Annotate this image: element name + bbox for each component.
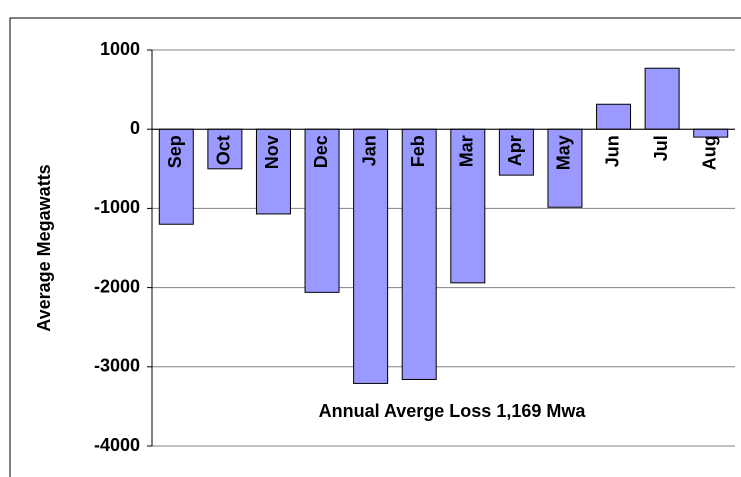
y-tick-label: -2000 (94, 276, 140, 296)
bar (255, 128, 291, 215)
x-tick-label: Dec (311, 135, 331, 168)
annotation: Annual Averge Loss 1,169 Mwa (319, 401, 587, 421)
bar (596, 103, 632, 130)
y-tick-label: -4000 (94, 435, 140, 455)
y-tick-label: 1000 (100, 39, 140, 59)
bar (158, 128, 194, 225)
x-tick-label: Jan (359, 135, 379, 166)
bar (644, 67, 680, 130)
x-tick-label: Oct (214, 135, 234, 165)
x-tick-label: May (554, 135, 574, 170)
x-tick-label: Mar (457, 135, 477, 167)
x-tick-label: Feb (408, 135, 428, 167)
y-tick-label: 0 (130, 118, 140, 138)
x-tick-label: Aug (699, 135, 719, 170)
x-tick-label: Apr (505, 135, 525, 166)
x-tick-label: Sep (165, 135, 185, 168)
x-tick-label: Nov (262, 135, 282, 169)
x-tick-label: Jun (602, 135, 622, 167)
bar (353, 128, 389, 384)
y-axis-label: Average Megawatts (34, 164, 54, 331)
bar (450, 128, 486, 284)
bar (547, 128, 583, 208)
x-tick-label: Jul (651, 135, 671, 161)
y-tick-label: -3000 (94, 356, 140, 376)
bar (498, 128, 534, 176)
y-tick-label: -1000 (94, 197, 140, 217)
